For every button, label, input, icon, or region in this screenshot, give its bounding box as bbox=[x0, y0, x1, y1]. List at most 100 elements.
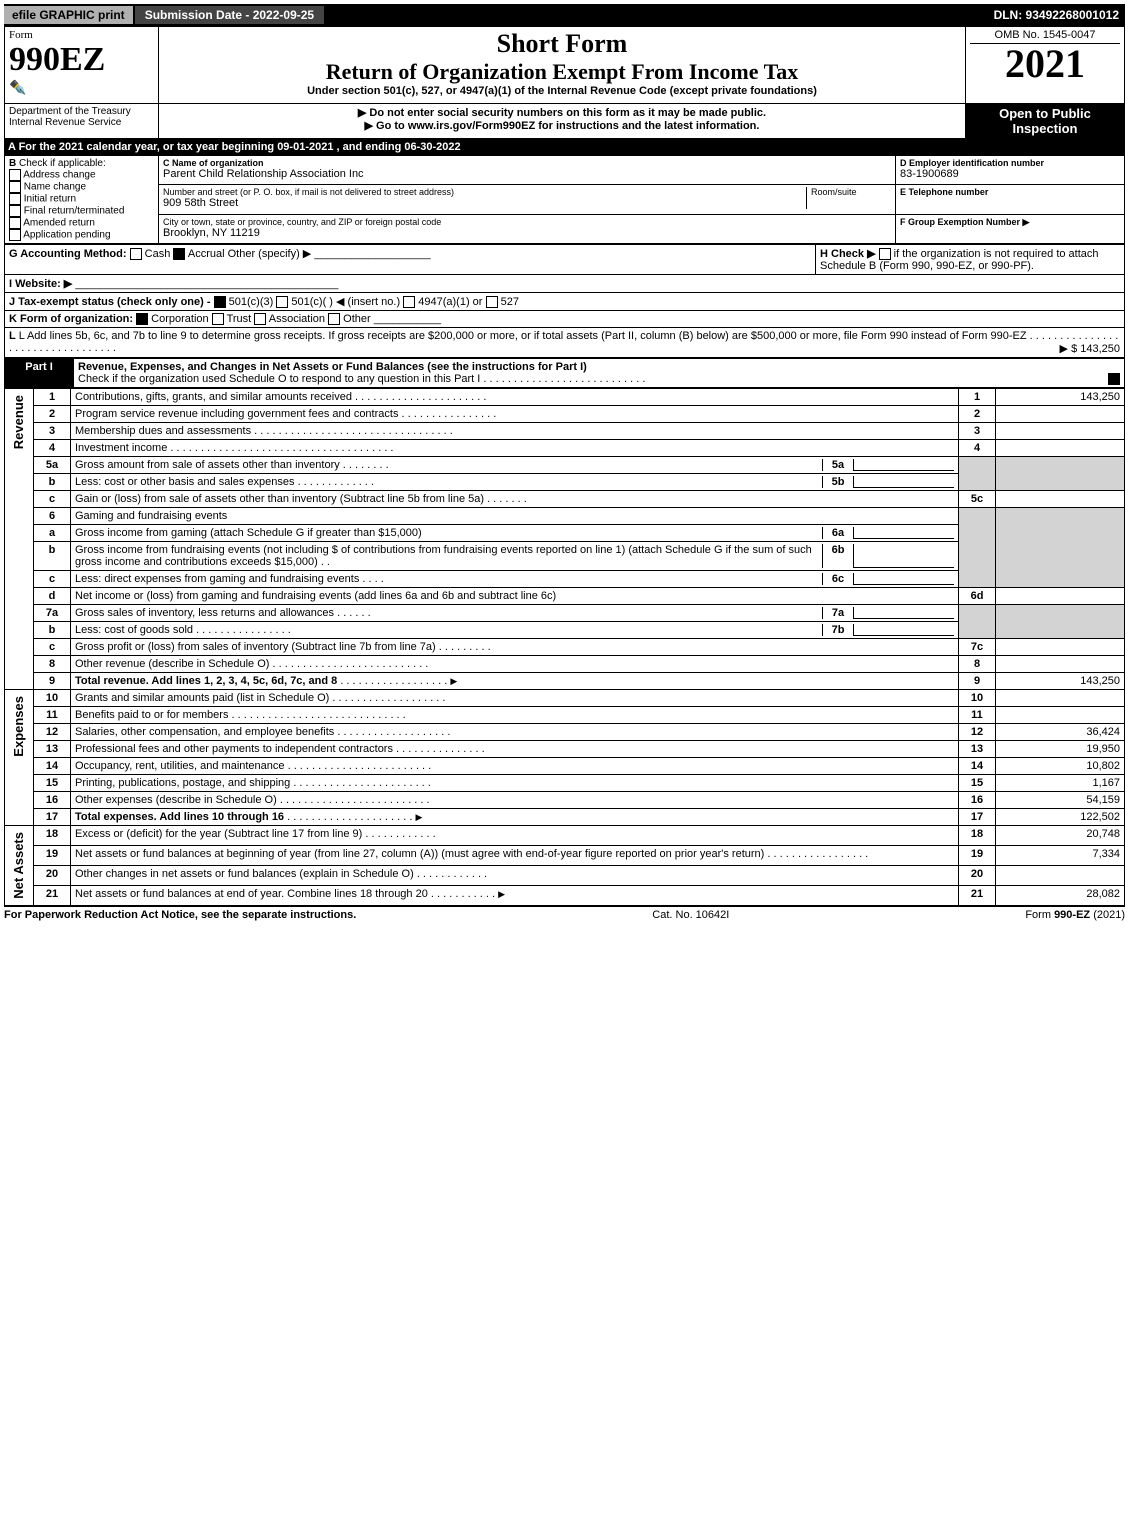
k-assoc-checkbox[interactable] bbox=[254, 313, 266, 325]
accrual-label: Accrual bbox=[188, 248, 225, 260]
4947-checkbox[interactable] bbox=[403, 296, 415, 308]
arrow-icon bbox=[450, 675, 457, 687]
501c-checkbox[interactable] bbox=[276, 296, 288, 308]
l17-n: 17 bbox=[34, 809, 71, 826]
l7b-n: b bbox=[34, 622, 71, 639]
footer-right: Form 990-EZ (2021) bbox=[1025, 909, 1125, 921]
l6-d: Gaming and fundraising events bbox=[71, 508, 959, 525]
subtitle: Under section 501(c), 527, or 4947(a)(1)… bbox=[163, 85, 961, 97]
l5c-a bbox=[996, 491, 1125, 508]
k-corp: Corporation bbox=[151, 313, 208, 325]
l20-d: Other changes in net assets or fund bala… bbox=[75, 868, 414, 880]
l21-n: 21 bbox=[34, 886, 71, 906]
l3-n: 3 bbox=[34, 423, 71, 440]
l4-b: 4 bbox=[959, 440, 996, 457]
l11-d: Benefits paid to or for members bbox=[75, 709, 228, 721]
l3-d: Membership dues and assessments bbox=[75, 425, 251, 437]
l12-a: 36,424 bbox=[996, 724, 1125, 741]
l5c-b: 5c bbox=[959, 491, 996, 508]
cash-checkbox[interactable] bbox=[130, 248, 142, 260]
address-change-checkbox[interactable] bbox=[9, 169, 21, 181]
l10-d: Grants and similar amounts paid (list in… bbox=[75, 692, 329, 704]
501c3-checkbox[interactable] bbox=[214, 296, 226, 308]
k-trust-checkbox[interactable] bbox=[212, 313, 224, 325]
l14-b: 14 bbox=[959, 758, 996, 775]
l6c-n: c bbox=[34, 571, 71, 588]
tax-year: 2021 bbox=[970, 44, 1120, 84]
l2-n: 2 bbox=[34, 406, 71, 423]
final-return-checkbox[interactable] bbox=[9, 205, 21, 217]
opt-final: Final return/terminated bbox=[24, 206, 125, 217]
j3-label: 4947(a)(1) or bbox=[418, 296, 482, 308]
l5a-n: 5a bbox=[34, 457, 71, 474]
l5c-d: Gain or (loss) from sale of assets other… bbox=[75, 493, 484, 505]
i-label: I Website: ▶ bbox=[9, 278, 72, 290]
part1-title: Revenue, Expenses, and Changes in Net As… bbox=[78, 361, 587, 373]
part1-checkbox[interactable] bbox=[1108, 373, 1120, 385]
other-label: Other (specify) ▶ bbox=[228, 248, 312, 260]
l6c-ib: 6c bbox=[822, 573, 854, 585]
k-corp-checkbox[interactable] bbox=[136, 313, 148, 325]
l7b-d: Less: cost of goods sold bbox=[75, 624, 193, 636]
footer-mid: Cat. No. 10642I bbox=[652, 909, 729, 921]
l7a-ib: 7a bbox=[822, 607, 854, 619]
g-label: G Accounting Method: bbox=[9, 248, 127, 260]
l17-d: Total expenses. Add lines 10 through 16 bbox=[75, 811, 284, 823]
opt-address: Address change bbox=[23, 170, 95, 181]
k-other-checkbox[interactable] bbox=[328, 313, 340, 325]
form-word: Form bbox=[9, 29, 33, 41]
l21-a: 28,082 bbox=[996, 886, 1125, 906]
l16-b: 16 bbox=[959, 792, 996, 809]
form-header: Form 990EZ ✒️ Short Form Return of Organ… bbox=[4, 26, 1125, 139]
amended-checkbox[interactable] bbox=[9, 217, 21, 229]
h-checkbox[interactable] bbox=[879, 248, 891, 260]
l12-n: 12 bbox=[34, 724, 71, 741]
j2b-label: ◀ (insert no.) bbox=[336, 296, 400, 308]
l8-a bbox=[996, 656, 1125, 673]
l7b-ib: 7b bbox=[822, 624, 854, 636]
l16-a: 54,159 bbox=[996, 792, 1125, 809]
opt-amended: Amended return bbox=[23, 218, 95, 229]
l5b-d: Less: cost or other basis and sales expe… bbox=[75, 476, 295, 488]
l1-a: 143,250 bbox=[996, 389, 1125, 406]
efile-print-button[interactable]: efile GRAPHIC print bbox=[4, 6, 133, 24]
org-name: Parent Child Relationship Association In… bbox=[163, 168, 891, 180]
part1-check-text: Check if the organization used Schedule … bbox=[78, 373, 480, 385]
note-link[interactable]: ▶ Go to www.irs.gov/Form990EZ for instru… bbox=[163, 119, 961, 132]
527-checkbox[interactable] bbox=[486, 296, 498, 308]
l19-n: 19 bbox=[34, 846, 71, 866]
l5c-n: c bbox=[34, 491, 71, 508]
l10-a bbox=[996, 690, 1125, 707]
l15-a: 1,167 bbox=[996, 775, 1125, 792]
accrual-checkbox[interactable] bbox=[173, 248, 185, 260]
l5b-ib: 5b bbox=[822, 476, 854, 488]
l6a-ib: 6a bbox=[822, 527, 854, 539]
l6c-d: Less: direct expenses from gaming and fu… bbox=[75, 573, 359, 585]
name-change-checkbox[interactable] bbox=[9, 181, 21, 193]
l6b-ib: 6b bbox=[822, 544, 854, 568]
footer: For Paperwork Reduction Act Notice, see … bbox=[4, 906, 1125, 921]
l11-a bbox=[996, 707, 1125, 724]
l1-n: 1 bbox=[34, 389, 71, 406]
l14-a: 10,802 bbox=[996, 758, 1125, 775]
l7c-n: c bbox=[34, 639, 71, 656]
l9-n: 9 bbox=[34, 673, 71, 690]
j1-label: 501(c)(3) bbox=[229, 296, 274, 308]
l8-n: 8 bbox=[34, 656, 71, 673]
k-other: Other bbox=[343, 313, 371, 325]
lines-table: Revenue 1 Contributions, gifts, grants, … bbox=[4, 388, 1125, 906]
l12-d: Salaries, other compensation, and employ… bbox=[75, 726, 334, 738]
footer-left: For Paperwork Reduction Act Notice, see … bbox=[4, 909, 356, 921]
initial-return-checkbox[interactable] bbox=[9, 193, 21, 205]
pending-checkbox[interactable] bbox=[9, 229, 21, 241]
title-short: Short Form bbox=[163, 29, 961, 59]
l5a-d: Gross amount from sale of assets other t… bbox=[75, 459, 340, 471]
l18-a: 20,748 bbox=[996, 826, 1125, 846]
city-value: Brooklyn, NY 11219 bbox=[163, 227, 891, 239]
l18-b: 18 bbox=[959, 826, 996, 846]
expenses-vlabel: Expenses bbox=[9, 692, 28, 761]
l6d-n: d bbox=[34, 588, 71, 605]
l9-a: 143,250 bbox=[996, 673, 1125, 690]
l-amount: ▶ $ 143,250 bbox=[1060, 342, 1120, 355]
arrow-icon-3 bbox=[498, 888, 505, 900]
